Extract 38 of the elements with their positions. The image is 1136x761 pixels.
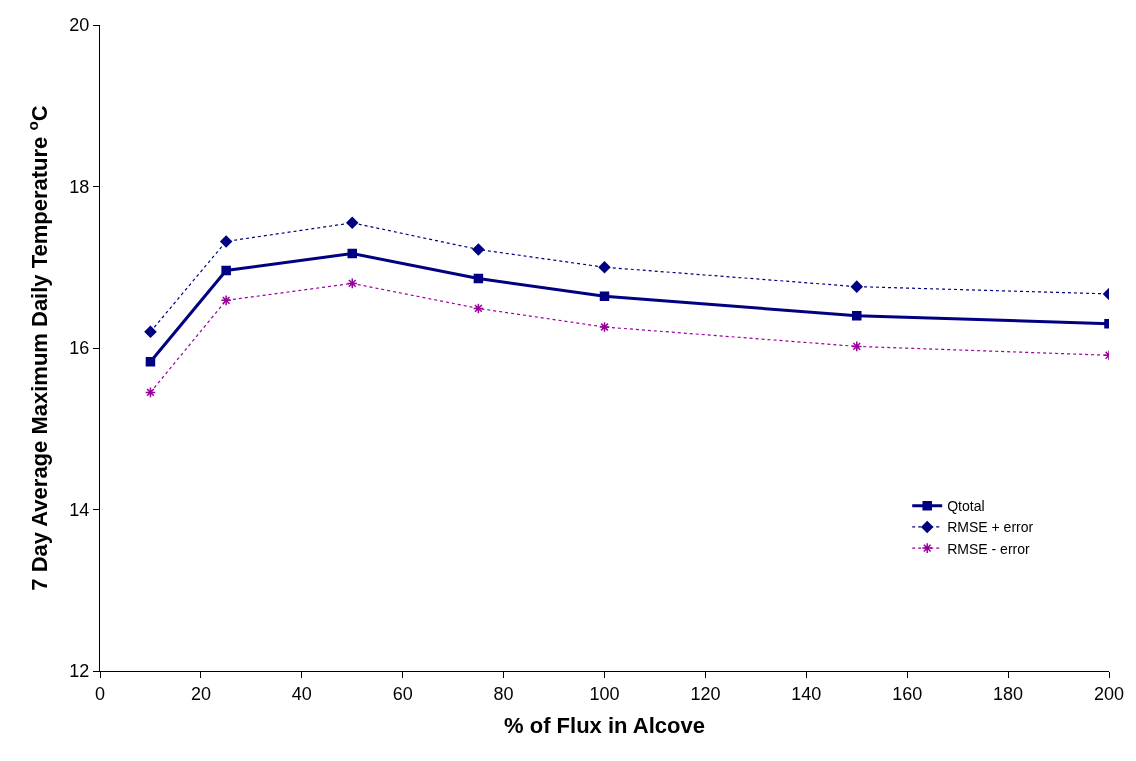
point [346, 216, 359, 229]
y-tick-label: 18 [69, 176, 90, 197]
point [347, 248, 357, 259]
x-tick-label: 180 [993, 683, 1024, 704]
y-tick-label: 12 [69, 661, 90, 682]
x-tick-label: 100 [589, 683, 620, 704]
y-tick-label: 20 [69, 15, 90, 36]
point [472, 302, 484, 314]
legend-label: RMSE + error [947, 519, 1034, 536]
x-tick-label: 80 [493, 683, 514, 704]
point [598, 261, 611, 274]
point [220, 235, 233, 248]
point [473, 273, 484, 284]
point [144, 325, 157, 338]
legend-label: RMSE - error [947, 540, 1030, 557]
x-tick-label: 140 [791, 683, 822, 704]
point [472, 243, 485, 256]
x-tick-label: 160 [892, 683, 923, 704]
point [220, 294, 232, 306]
point [221, 265, 231, 276]
point [851, 340, 863, 352]
point [598, 321, 611, 333]
point [599, 291, 610, 302]
legend-label: Qtotal [947, 498, 985, 515]
x-tick-label: 40 [291, 683, 312, 704]
y-tick-label: 16 [69, 338, 90, 359]
point [346, 277, 358, 289]
y-tick-label: 14 [69, 499, 90, 520]
x-tick-label: 0 [94, 683, 106, 704]
x-tick-label: 20 [190, 683, 211, 704]
x-axis-title: % of Flux in Alcove [504, 713, 705, 739]
point [852, 310, 862, 321]
x-tick-label: 200 [1093, 683, 1125, 704]
x-tick-label: 60 [392, 683, 413, 704]
point [850, 280, 863, 293]
point [145, 356, 156, 367]
point [144, 386, 156, 398]
x-tick-label: 120 [690, 683, 721, 704]
